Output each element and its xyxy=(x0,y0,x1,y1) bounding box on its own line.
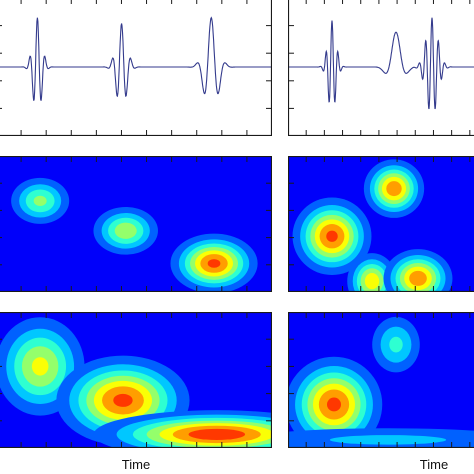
heatmap-contour xyxy=(31,357,49,376)
axes-frame xyxy=(0,156,272,292)
heatmap-blob xyxy=(0,317,85,416)
axes-frame xyxy=(288,312,474,448)
tick-marks xyxy=(288,156,471,292)
plot-area xyxy=(288,156,474,292)
heatmap-blob xyxy=(363,159,425,218)
heatmap-contour xyxy=(207,259,221,268)
tick-marks xyxy=(288,312,471,448)
plot-area xyxy=(0,312,272,448)
axes-frame xyxy=(0,312,272,448)
heatmap-blob xyxy=(292,197,372,276)
panel-right-top xyxy=(288,0,474,136)
tick-marks xyxy=(288,0,471,136)
heatmap-contour xyxy=(389,336,403,353)
heatmap-blob xyxy=(372,316,420,373)
tick-marks xyxy=(0,156,272,292)
plot-area xyxy=(0,0,272,136)
plot-area xyxy=(288,0,474,136)
panel-right-middle xyxy=(288,156,474,292)
heatmap-contour xyxy=(386,181,402,197)
x-axis-label-left: Time xyxy=(122,457,150,472)
panel-left-bottom xyxy=(0,312,272,448)
heatmap-blob xyxy=(93,206,158,255)
x-axis-label-right: Time xyxy=(420,457,448,472)
heatmap-contour xyxy=(113,393,133,407)
plot-area xyxy=(0,156,272,292)
axes-frame xyxy=(288,156,474,292)
heatmap-contour xyxy=(114,222,137,239)
heatmap-contour xyxy=(33,195,47,207)
heatmap-contour xyxy=(188,428,246,440)
heatmap-contour xyxy=(326,230,338,242)
plot-background xyxy=(288,0,474,136)
plot-area xyxy=(288,312,474,448)
heatmap-contour xyxy=(326,397,342,412)
heatmap-blob xyxy=(93,410,272,448)
waveform-line xyxy=(288,17,474,110)
waveform-line xyxy=(0,16,272,101)
heatmap-contour xyxy=(409,270,427,286)
panel-left-middle xyxy=(0,156,272,292)
heatmap-contour xyxy=(364,272,380,290)
tick-marks xyxy=(0,0,272,136)
axes-frame xyxy=(288,0,474,136)
panel-left-top xyxy=(0,0,272,136)
heatmap-blob xyxy=(383,249,453,292)
heatmap-blob xyxy=(288,356,383,448)
heatmap-contour xyxy=(329,435,447,445)
heatmap-blob xyxy=(170,233,258,292)
axes-frame xyxy=(0,0,272,136)
tick-marks xyxy=(0,312,272,448)
panel-right-bottom xyxy=(288,312,474,448)
heatmap-blob xyxy=(288,428,474,448)
heatmap-blob xyxy=(11,177,70,224)
